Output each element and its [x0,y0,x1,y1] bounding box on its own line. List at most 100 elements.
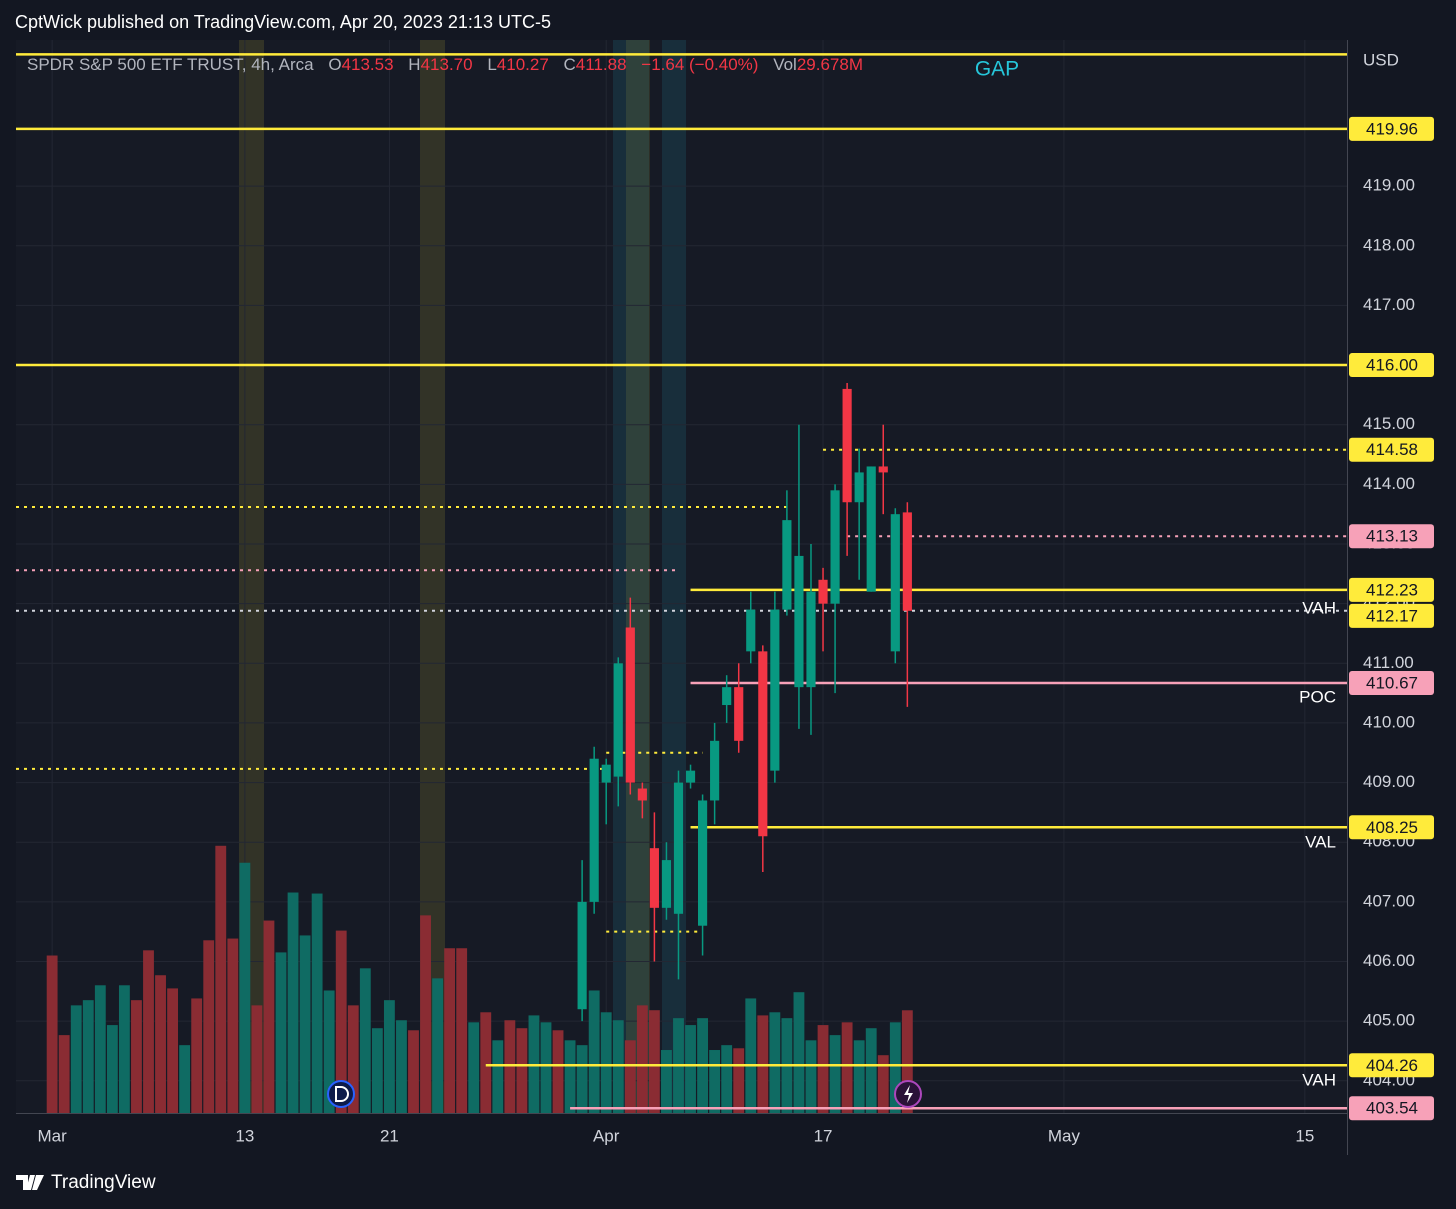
legend-name: SPDR S&P 500 ETF TRUST, 4h, Arca [27,55,314,74]
candle-body [685,770,696,783]
logo [16,1175,44,1190]
y-tick-label: 406.00 [1363,951,1415,970]
volume-bar [396,1020,407,1113]
volume-bar [624,1040,636,1113]
volume-bar [58,1035,70,1113]
x-tick-label: Apr [593,1126,620,1145]
candle-body [734,687,744,741]
legend-key: H [408,55,420,74]
volume-bar [636,1005,648,1113]
volume-bar [82,1000,94,1113]
annotation: POC [1299,687,1336,706]
candle-body [746,609,756,652]
volume-bar [540,1022,552,1113]
level-label: 404.26 [1366,1056,1418,1075]
candle-body [878,466,888,473]
x-tick-label: 15 [1295,1126,1314,1145]
level-label-box [1349,437,1434,462]
volume-bar [239,862,251,1113]
legend-value: 29.678M [797,55,863,74]
volume-bar [263,920,275,1113]
volume-bar [106,1025,118,1113]
volume-bar [492,1040,504,1113]
legend-key: Vol [773,55,797,74]
volume-bar [588,990,600,1113]
volume-bar [877,1055,889,1113]
legend-key: O [328,55,341,74]
candle-body [577,901,587,1010]
x-tick-label: May [1048,1126,1081,1145]
volume-bar [191,998,203,1113]
candle-body [601,764,611,783]
legend-change: −1.64 (−0.40%) [641,55,758,74]
volume-bar [118,985,130,1113]
legend: SPDR S&P 500 ETF TRUST, 4h, Arca O413.53… [27,55,863,74]
dividend-icon[interactable] [327,1080,355,1108]
y-tick-label: 407.00 [1363,891,1415,910]
y-tick-label: 418.00 [1363,235,1415,254]
candle-body [806,591,816,688]
volume-bar [793,992,805,1113]
candle-body [794,555,804,688]
level-label: 403.54 [1366,1099,1418,1118]
annotation: GAP [975,58,1019,81]
y-tick-label: 411.00 [1363,653,1414,672]
candle-body [649,848,659,908]
legend-value: 411.88 [576,55,627,74]
candle-body [589,758,599,902]
volume-bar [516,1028,528,1113]
candle-body [613,663,623,777]
candle-body [890,514,900,652]
candle-body [722,687,732,706]
volume-bar [444,948,456,1113]
band [613,40,649,1113]
volume-bar [709,1050,721,1113]
candle-body [842,388,852,503]
volume-bar [359,968,371,1113]
volume-bar [865,1028,877,1113]
level-label-box [1349,116,1434,141]
volume-bar [215,845,227,1113]
earnings-glyph [904,1085,913,1103]
volume-bar [155,975,166,1113]
x-tick-label: 17 [814,1126,833,1145]
volume-bar [383,1000,395,1113]
candle-body [866,466,876,592]
volume-bar [131,1000,142,1113]
volume-bar [311,893,323,1113]
level-label: 412.23 [1366,580,1418,599]
level-labels: 419.96 416.00 414.58 413.13 412.23 412.17 410.… [1349,116,1434,1121]
level-label: 419.96 [1366,119,1418,138]
candle-body [782,520,792,610]
publisher: CptWick published on TradingView.com, Ap… [15,12,551,32]
footer [0,1155,1456,1209]
volume-bar [805,1040,817,1113]
volume-bar [70,1005,82,1113]
level-label-box [1349,1096,1434,1121]
annotation: VAH [1302,598,1336,617]
volume-bar [576,1045,588,1113]
candles [577,382,912,1022]
candle-body [818,579,828,604]
volume-bar [299,935,311,1113]
volume [46,845,913,1113]
volume-bar [347,1005,359,1113]
volume-bar [612,1020,624,1113]
volume-bar [275,952,287,1113]
volume-bar [600,1012,612,1113]
candle-body [673,782,684,914]
volume-bar [564,1040,576,1113]
y-tick-label: 415.00 [1363,414,1415,433]
annotation: VAL [1305,832,1336,851]
volume-bar [504,1020,516,1113]
volume-bar [203,940,215,1113]
band [662,40,686,1113]
legend-value: 413.70 [421,55,473,74]
level-label: 416.00 [1366,356,1418,375]
level-label-box [1349,577,1434,602]
legend-value: 410.27 [497,55,549,74]
level-label-box [1349,815,1434,840]
candle-body [661,860,672,908]
volume-bar [745,998,757,1113]
